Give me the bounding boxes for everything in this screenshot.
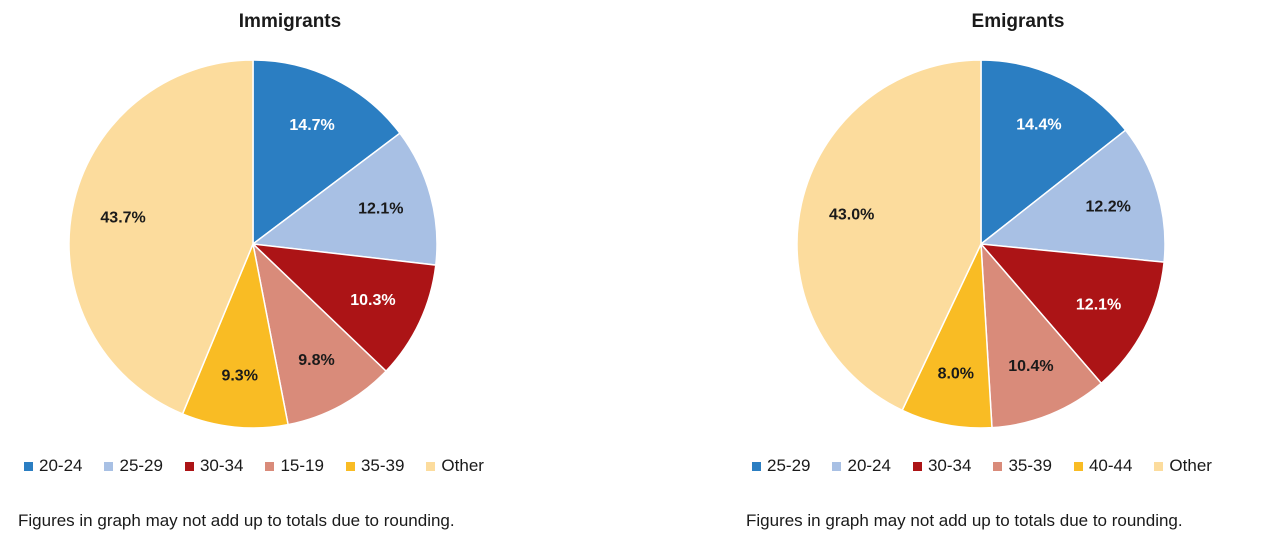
legend-swatch [184, 461, 194, 471]
slice-value-label: 9.3% [221, 367, 257, 384]
legend-label: 25-29 [767, 456, 811, 475]
legend-label: Other [1169, 456, 1212, 475]
slice-value-label: 12.2% [1086, 198, 1131, 215]
legend-label: 30-34 [927, 456, 972, 475]
chart-title: Immigrants [238, 11, 342, 32]
legend-swatch [1154, 461, 1164, 471]
legend-swatch [24, 461, 33, 471]
legend-label: 35-39 [1008, 456, 1052, 475]
immigrants-panel: Immigrants 14.7% 12.1% 10.3% 9.8% 9.3% 43.7% … [10, 0, 570, 548]
pie-slice-other [796, 59, 982, 412]
slice-value-label: 8.0% [938, 366, 974, 383]
legend-item-20-24: 20-24 [832, 456, 891, 476]
pie-slice-15-19 [251, 241, 388, 426]
immigrants-legend: 20-24 25-29 30-34 15-19 35-39 Other [24, 456, 484, 476]
legend-label: 30-34 [199, 456, 244, 475]
legend-swatch [752, 461, 761, 471]
legend-item-35-39: 35-39 [345, 456, 405, 476]
legend-swatch [104, 461, 114, 471]
slice-value-label: 14.7% [289, 117, 334, 134]
legend-label: 35-39 [360, 456, 405, 475]
legend-swatch [265, 461, 275, 471]
legend-label: Other [441, 456, 484, 475]
legend-item-30-34: 30-34 [184, 456, 244, 476]
legend-label: 20-24 [39, 456, 83, 475]
legend-label: 20-24 [847, 456, 891, 475]
legend-item-other: Other [426, 456, 484, 476]
legend-item-40-44: 40-44 [1073, 456, 1133, 476]
emigrants-panel: Emigrants 14.4% 12.2% 12.1% 10.4% 8.0% 43.0% … [738, 0, 1280, 548]
legend-label: 40-44 [1088, 456, 1133, 475]
pie-slice-25-29 [251, 132, 438, 266]
chart-title: Emigrants [971, 11, 1065, 32]
legend-swatch [345, 461, 355, 471]
pie-slice-35-39 [181, 241, 289, 429]
pie-slice-20-24 [252, 59, 401, 246]
pie-slice-other [68, 59, 254, 415]
slice-value-label: 43.7% [100, 210, 145, 227]
slice-value-label: 43.0% [829, 206, 874, 223]
legend-swatch [832, 461, 842, 471]
slice-value-label: 12.1% [1076, 297, 1121, 314]
slice-value-label: 9.8% [298, 352, 334, 369]
pie-slice-25-29 [980, 59, 1127, 246]
rounding-note: Figures in graph may not add up to total… [746, 511, 1183, 530]
legend-item-20-24: 20-24 [24, 456, 82, 476]
legend-swatch [912, 461, 922, 471]
pie-slice-40-44 [901, 243, 993, 429]
legend-item-25-29: 25-29 [104, 456, 163, 476]
legend-item-35-39: 35-39 [993, 456, 1052, 476]
pie-slice-30-34 [979, 243, 1165, 385]
slice-value-label: 14.4% [1016, 116, 1061, 133]
legend-swatch [993, 461, 1003, 471]
pie-slice-30-34 [250, 242, 437, 373]
legend-item-15-19: 15-19 [265, 456, 324, 476]
legend-item-30-34: 30-34 [912, 456, 972, 476]
legend-item-25-29: 25-29 [752, 456, 810, 476]
legend-swatch [1073, 461, 1083, 471]
legend-swatch [426, 461, 436, 471]
legend-label: 15-19 [280, 456, 324, 475]
slice-value-label: 12.1% [358, 201, 403, 218]
pie-slice-20-24 [979, 129, 1166, 263]
immigrants-pie-chart: 14.7% 12.1% 10.3% 9.8% 9.3% 43.7% [68, 59, 438, 429]
legend-item-other: Other [1154, 456, 1212, 476]
emigrants-legend: 25-29 20-24 30-34 35-39 40-44 Other [752, 456, 1212, 476]
emigrants-pie-chart: 14.4% 12.2% 12.1% 10.4% 8.0% 43.0% [796, 59, 1166, 429]
slice-value-label: 10.4% [1008, 358, 1053, 375]
slice-value-label: 10.3% [350, 292, 395, 309]
pie-slice-35-39 [980, 241, 1103, 429]
rounding-note: Figures in graph may not add up to total… [18, 511, 455, 530]
legend-label: 25-29 [119, 456, 163, 475]
